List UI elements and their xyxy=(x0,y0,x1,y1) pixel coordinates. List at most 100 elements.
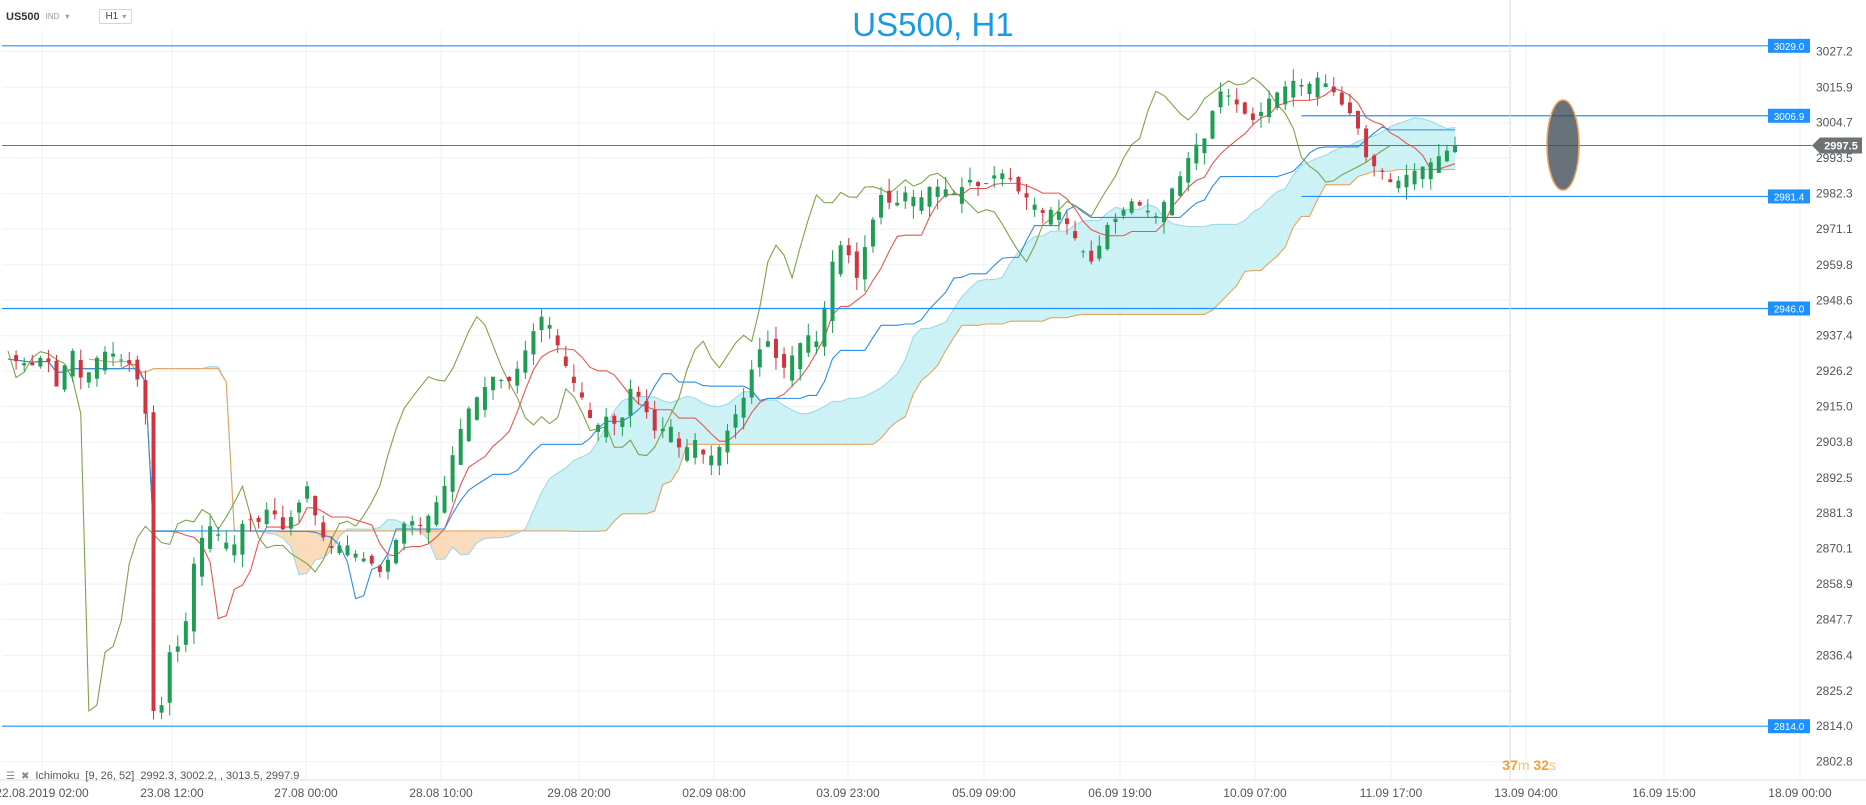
y-tick-label: 3015.9 xyxy=(1816,80,1853,94)
candle-body xyxy=(717,447,722,466)
x-tick-label: 03.09 23:00 xyxy=(816,786,880,800)
candle-body xyxy=(903,192,908,202)
candle-body xyxy=(208,526,213,549)
candle-body xyxy=(62,365,67,390)
ichimoku-cloud xyxy=(88,117,1455,575)
cloud-segment xyxy=(1204,224,1213,315)
candle-body xyxy=(272,510,277,515)
candle-body xyxy=(1064,218,1069,225)
price-level-label: 2814.0 xyxy=(1774,722,1805,733)
candle-body xyxy=(935,186,940,197)
candle-body xyxy=(862,247,867,280)
cloud-segment xyxy=(1293,165,1302,228)
price-level-label: 2946.0 xyxy=(1774,304,1805,315)
cloud-segment xyxy=(994,277,1003,325)
candle-body xyxy=(1194,144,1199,164)
cloud-segment xyxy=(460,530,469,555)
candle-body xyxy=(765,341,770,347)
senkou-span-a-line xyxy=(88,116,1456,576)
candle-body xyxy=(1372,155,1377,167)
cloud-segment xyxy=(654,397,663,511)
cloud-segment xyxy=(1357,138,1367,177)
candle-body xyxy=(1153,216,1158,218)
candle-body xyxy=(385,559,390,572)
candle-body xyxy=(1032,204,1037,210)
cloud-segment xyxy=(1252,207,1261,271)
candle-body xyxy=(790,355,795,381)
candle-body xyxy=(491,376,496,391)
cloud-segment xyxy=(986,279,995,325)
candle-body xyxy=(1048,209,1053,225)
tenkan-sen-line xyxy=(7,87,1456,620)
cloud-segment xyxy=(1180,225,1189,315)
price-level-label: 2981.4 xyxy=(1774,192,1805,203)
cloud-segment xyxy=(978,279,987,326)
candle-body xyxy=(329,546,334,548)
indicator-settings-icon[interactable]: ☰ xyxy=(6,770,15,782)
cloud-segment xyxy=(387,519,397,531)
y-tick-label: 3004.7 xyxy=(1816,116,1853,130)
candle-body xyxy=(337,545,342,554)
cloud-segment xyxy=(323,530,332,559)
cloud-segment xyxy=(1010,251,1019,322)
cloud-segment xyxy=(678,396,688,469)
y-axis: 3027.2 3015.9 3004.7 2993.5 2982.3 2971.1 2959… xyxy=(1509,0,1853,780)
cloud-segment xyxy=(687,396,696,445)
x-tick-label: 29.08 20:00 xyxy=(547,786,611,800)
candle-body xyxy=(701,449,706,455)
symbol-chevron-down-icon[interactable]: ▾ xyxy=(65,12,70,21)
symbol-label[interactable]: US500 xyxy=(6,10,40,23)
cloud-segment xyxy=(1228,224,1237,294)
candle-body xyxy=(879,194,884,218)
cloud-segment xyxy=(501,530,510,538)
candle-body xyxy=(644,400,649,413)
candle-body xyxy=(976,182,981,187)
cloud-segment xyxy=(1131,209,1140,315)
timeframe-select[interactable]: H1 ▾ xyxy=(99,9,133,24)
cloud-segment xyxy=(1414,117,1423,170)
candle-body xyxy=(741,397,746,418)
cloud-segment xyxy=(290,530,300,575)
senkou-span-b-line xyxy=(88,169,1455,532)
candle-body xyxy=(224,542,229,549)
candle-body xyxy=(248,519,253,521)
cloud-segment xyxy=(897,359,906,422)
y-tick-label: 2937.4 xyxy=(1816,329,1853,343)
cloud-segment xyxy=(856,396,865,445)
candle-body xyxy=(725,430,730,453)
candle-body xyxy=(1040,210,1045,213)
chikou-span-line xyxy=(7,76,1391,712)
candle-body xyxy=(531,331,536,355)
cloud-segment xyxy=(541,478,550,531)
candle-body xyxy=(38,357,43,367)
candle-body xyxy=(410,521,415,526)
cloud-segment xyxy=(832,401,841,445)
candle-body xyxy=(782,353,787,368)
cloud-segment xyxy=(759,400,768,445)
cloud-segment xyxy=(969,280,979,326)
cloud-segment xyxy=(775,400,785,445)
y-tick-label: 2836.4 xyxy=(1816,648,1853,662)
cloud-segment xyxy=(476,530,485,543)
candle-body xyxy=(620,417,625,427)
y-tick-label: 2982.3 xyxy=(1816,187,1853,201)
cloud-segment xyxy=(727,397,736,445)
countdown-minutes: 37 xyxy=(1502,757,1518,773)
candle-body xyxy=(1016,176,1021,192)
cloud-segment xyxy=(1285,174,1294,247)
candle-body xyxy=(305,486,310,499)
cloud-segment xyxy=(614,400,623,522)
candle-body xyxy=(1347,102,1352,114)
candle-body xyxy=(1121,209,1126,216)
candle-body xyxy=(1129,201,1134,213)
candle-body xyxy=(822,307,827,347)
indicator-remove-icon[interactable]: ✖ xyxy=(20,770,30,782)
candle-body xyxy=(46,358,51,362)
horizontal-levels[interactable]: 3029.0 3006.9 2981.4 2946.0 2814.0 2997.5 xyxy=(2,38,1862,734)
candle-body xyxy=(264,509,269,525)
cloud-segment xyxy=(274,530,283,539)
indicator-legend: ☰ ✖ Ichimoku [9, 26, 52] 2992.3, 3002.2,… xyxy=(6,770,299,782)
x-tick-label: 27.08 00:00 xyxy=(274,786,338,800)
candle-body xyxy=(426,515,431,533)
